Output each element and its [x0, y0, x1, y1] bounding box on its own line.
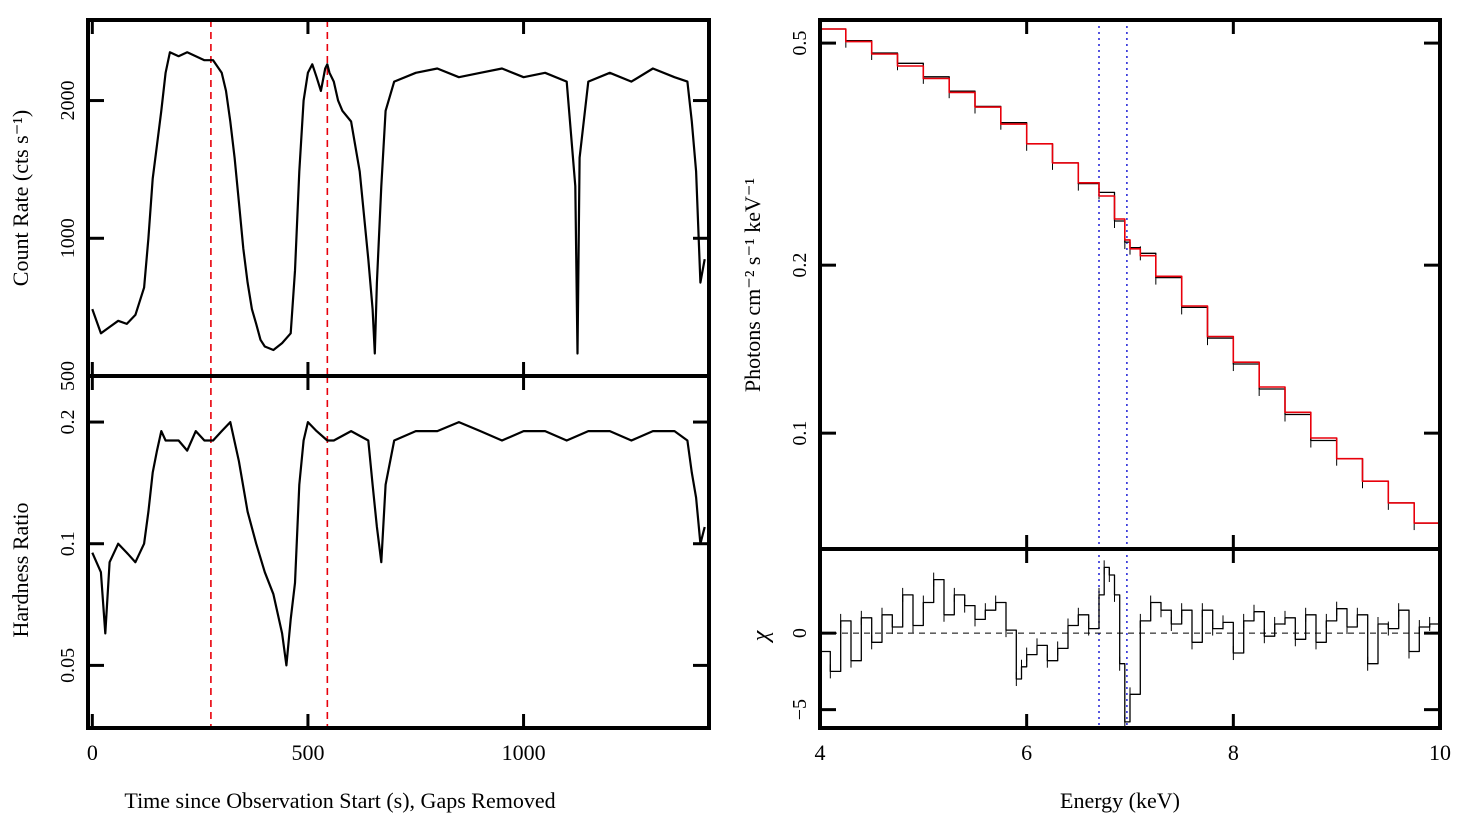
time-xlabel: Time since Observation Start (s), Gaps R… — [124, 788, 555, 813]
energy-xlabel: Energy (keV) — [1060, 788, 1180, 813]
y-tick-label: 0.5 — [789, 31, 811, 56]
count-rate-ylabel: Count Rate (cts s⁻¹) — [8, 110, 33, 286]
y-tick-label: 1000 — [57, 218, 79, 258]
spectrum-panel: 0.1 0.2 0.5 Photons cm⁻² s⁻¹ keV⁻¹ — [740, 18, 1442, 551]
data-series-line — [820, 28, 1440, 542]
hardness-ratio-ylabel: Hardness Ratio — [8, 502, 33, 637]
residuals-frame — [818, 547, 1442, 730]
y-tick-label: −5 — [789, 699, 811, 720]
count-rate-frame — [86, 18, 711, 378]
x-tick-label: 0 — [87, 740, 98, 765]
hardness-ratio-panel: 0.05 0.1 0.2 0 500 1000 Hardness Ratio Time s… — [8, 374, 711, 813]
spectrum-frame — [818, 18, 1442, 551]
y-tick-label: 0 — [789, 628, 811, 638]
y-tick-label: 0.2 — [57, 410, 79, 435]
y-tick-label: 0.1 — [789, 421, 811, 446]
y-tick-label: 500 — [57, 361, 79, 391]
x-tick-label: 8 — [1228, 740, 1239, 765]
y-tick-label: 0.05 — [57, 648, 79, 683]
y-tick-label: 0.2 — [789, 253, 811, 278]
x-tick-label: 1000 — [502, 740, 546, 765]
y-tick-label: 0.1 — [57, 531, 79, 556]
x-tick-label: 10 — [1429, 740, 1451, 765]
y-tick-label: 2000 — [57, 81, 79, 121]
x-tick-label: 500 — [291, 740, 324, 765]
hardness-ratio-frame — [86, 374, 711, 730]
data-series-line — [91, 421, 706, 667]
count-rate-panel: 500 1000 2000 Count Rate (cts s⁻¹) — [8, 18, 711, 391]
x-tick-label: 6 — [1021, 740, 1032, 765]
residuals-ylabel: χ — [748, 629, 774, 643]
spectrum-ylabel: Photons cm⁻² s⁻¹ keV⁻¹ — [740, 178, 765, 392]
data-series-line — [91, 51, 706, 355]
model-series-line — [820, 28, 1440, 542]
x-tick-label: 4 — [815, 740, 826, 765]
residuals-panel: −5 0 4 6 8 10 χ Energy (keV) — [748, 547, 1451, 813]
